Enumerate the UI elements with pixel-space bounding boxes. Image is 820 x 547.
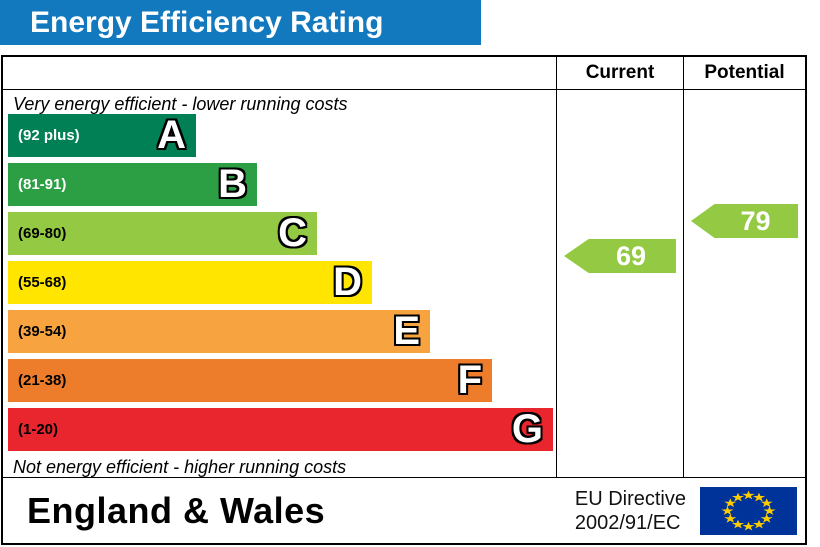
band-ladder: Very energy efficient - lower running co… <box>3 90 556 477</box>
eu-directive-line1: EU Directive <box>574 487 686 510</box>
current-rating-cell: 69 <box>556 90 683 477</box>
band-f-range: (21-38) <box>18 372 67 389</box>
band-f: (21-38) F <box>8 358 492 402</box>
band-c: (69-80) C <box>8 211 317 255</box>
current-rating-value: 69 <box>615 240 647 271</box>
eu-directive-label: EU Directive 2002/91/EC <box>575 487 686 535</box>
band-d-letter: D <box>333 260 362 304</box>
band-b-letter: B <box>218 162 247 206</box>
potential-rating-arrow: 79 <box>691 204 798 238</box>
bottom-note: Not energy efficient - higher running co… <box>13 457 347 477</box>
header-spacer <box>3 57 556 89</box>
potential-rating-cell: 79 <box>683 90 805 477</box>
band-g: (1-20) G <box>8 407 553 451</box>
band-d: (55-68) D <box>8 260 372 304</box>
band-e: (39-54) E <box>8 309 430 353</box>
band-a: (92 plus) A <box>8 113 196 157</box>
band-b-range: (81-91) <box>18 176 67 193</box>
band-d-range: (55-68) <box>18 274 67 291</box>
rating-table: Current Potential Very energy efficient … <box>1 55 807 545</box>
current-rating-arrow: 69 <box>564 239 676 273</box>
eu-flag-icon <box>700 486 797 535</box>
top-note: Very energy efficient - lower running co… <box>13 94 348 114</box>
band-g-letter: G <box>511 407 543 451</box>
potential-rating-value: 79 <box>740 205 771 236</box>
band-c-range: (69-80) <box>18 225 67 242</box>
band-g-range: (1-20) <box>18 421 59 438</box>
band-a-range: (92 plus) <box>18 127 80 144</box>
table-header-row: Current Potential <box>3 57 805 90</box>
region-label: England & Wales <box>27 489 326 531</box>
potential-column-header: Potential <box>683 57 805 89</box>
band-c-letter: C <box>278 211 307 255</box>
band-b: (81-91) B <box>8 162 257 206</box>
table-footer: England & Wales EU Directive 2002/91/EC <box>3 477 805 543</box>
table-body-row: Very energy efficient - lower running co… <box>3 90 805 477</box>
band-a-letter: A <box>157 113 186 157</box>
band-e-letter: E <box>393 309 420 353</box>
current-column-header: Current <box>556 57 683 89</box>
band-e-range: (39-54) <box>18 323 67 340</box>
page-title: Energy Efficiency Rating <box>0 0 481 45</box>
eu-directive-line2: 2002/91/EC <box>574 511 681 534</box>
band-f-letter: F <box>457 358 482 402</box>
